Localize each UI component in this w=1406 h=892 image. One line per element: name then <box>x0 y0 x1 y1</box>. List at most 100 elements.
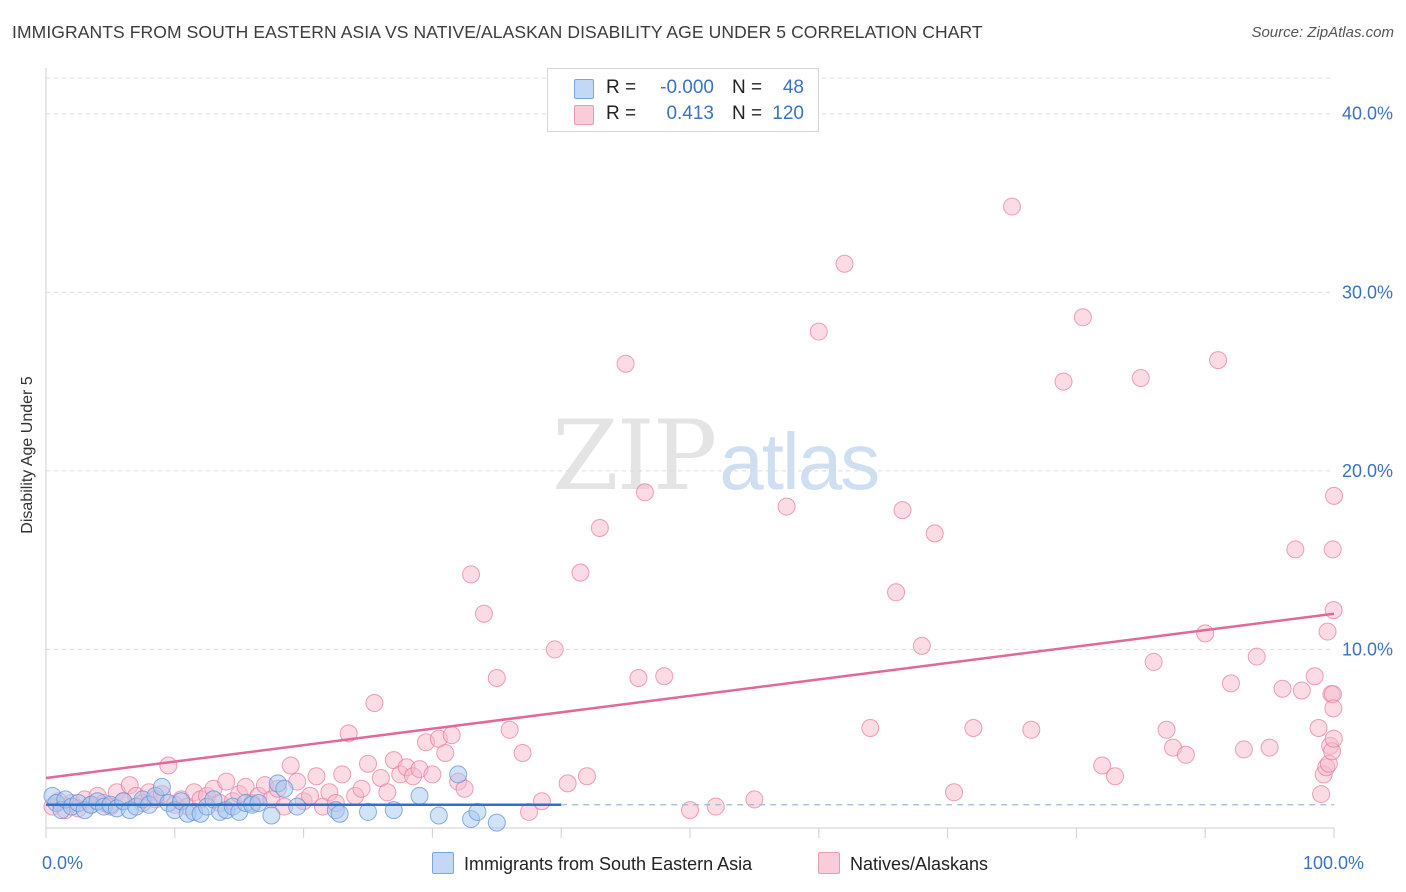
native-point <box>333 765 352 784</box>
legend-n-value: 48 <box>782 77 804 98</box>
native-point <box>635 483 654 502</box>
legend-item-natives: Natives/Alaskans <box>818 852 988 875</box>
immigrant-point <box>288 797 307 816</box>
legend-swatch-pink <box>818 852 840 874</box>
native-point <box>1324 601 1343 620</box>
native-point <box>474 604 493 623</box>
native-point <box>513 744 532 762</box>
native-point <box>558 774 577 793</box>
native-point <box>1054 372 1073 391</box>
native-point <box>442 726 461 745</box>
immigrant-point <box>249 794 268 812</box>
native-point <box>945 783 964 802</box>
native-point <box>1196 624 1215 643</box>
native-point <box>159 756 178 775</box>
correlation-legend: R = -0.000 N = 48 R = 0.413 N = 120 <box>547 68 819 132</box>
native-point <box>1093 756 1112 775</box>
native-point <box>487 669 506 687</box>
y-tick-label: 30.0% <box>1342 282 1393 302</box>
native-point <box>1273 679 1292 698</box>
native-point <box>1324 699 1343 718</box>
immigrant-point <box>429 806 448 825</box>
native-point <box>925 524 944 543</box>
native-point <box>964 719 983 737</box>
immigrant-point <box>330 804 349 823</box>
legend-label-natives: Natives/Alaskans <box>850 854 989 874</box>
native-point <box>1157 720 1176 739</box>
immigrant-point <box>487 813 506 832</box>
y-tick-label: 40.0% <box>1342 104 1393 124</box>
native-point <box>1144 652 1163 671</box>
source-label: Source: ZipAtlas.com <box>1251 24 1394 41</box>
legend-label-immigrants: Immigrants from South Eastern Asia <box>464 854 753 874</box>
native-point <box>861 719 880 737</box>
native-point <box>777 497 796 516</box>
y-tick-label: 20.0% <box>1342 461 1393 481</box>
native-point <box>745 790 764 809</box>
native-point <box>545 640 564 659</box>
native-point <box>281 756 300 775</box>
native-point <box>835 254 854 273</box>
immigrant-point <box>468 802 487 821</box>
native-point <box>1221 674 1240 693</box>
native-point <box>1022 720 1041 739</box>
native-point <box>500 720 519 739</box>
legend-swatch-blue <box>432 852 454 874</box>
y-tick-label: 10.0% <box>1342 639 1393 659</box>
native-point <box>1003 197 1021 216</box>
native-point <box>1318 622 1337 641</box>
chart-title: IMMIGRANTS FROM SOUTH EASTERN ASIA VS NA… <box>12 22 983 42</box>
native-point <box>1247 647 1266 666</box>
legend-swatch-pink <box>574 105 594 125</box>
native-point <box>1073 308 1092 327</box>
native-point <box>307 767 326 786</box>
native-point <box>1309 719 1328 737</box>
watermark: ZIPatlas <box>552 400 880 512</box>
immigrant-point <box>359 802 377 821</box>
native-point <box>681 801 699 820</box>
native-point <box>1325 486 1343 505</box>
legend-r-label: R = <box>606 77 637 98</box>
legend-row-natives: R = 0.413 N = 120 <box>548 101 818 127</box>
native-point <box>378 783 397 802</box>
x-tick-label: 100.0% <box>1303 853 1364 873</box>
native-point <box>462 565 481 584</box>
native-point <box>217 772 236 791</box>
native-point <box>1131 369 1150 387</box>
native-point <box>629 669 648 687</box>
native-point <box>1106 767 1125 786</box>
native-point <box>1209 351 1228 370</box>
native-point <box>706 797 725 816</box>
legend-row-immigrants: R = -0.000 N = 48 <box>548 75 818 101</box>
legend-r-label: R = <box>606 103 637 124</box>
native-point <box>616 354 635 373</box>
native-point <box>423 765 442 784</box>
native-point <box>1324 729 1343 748</box>
native-trendline <box>45 612 1335 780</box>
native-point <box>532 792 551 811</box>
native-point <box>590 519 609 537</box>
immigrant-point <box>262 806 281 825</box>
native-point <box>893 501 912 520</box>
native-point <box>1176 745 1195 764</box>
legend-swatch-blue <box>574 79 594 99</box>
immigrant-point <box>152 777 171 796</box>
native-point <box>912 636 931 655</box>
legend-n-value: 120 <box>772 103 804 124</box>
native-point <box>655 667 674 686</box>
native-point <box>571 563 590 582</box>
native-point <box>436 744 455 762</box>
legend-item-immigrants: Immigrants from South Eastern Asia <box>432 852 752 875</box>
immigrant-point <box>275 779 294 798</box>
native-point <box>1260 738 1279 757</box>
native-point <box>577 767 596 786</box>
legend-n-label: N = <box>732 103 763 124</box>
legend-n-label: N = <box>732 77 763 98</box>
native-point <box>1305 667 1324 686</box>
immigrant-point <box>449 765 468 784</box>
native-point <box>352 779 371 798</box>
native-point <box>809 322 828 341</box>
native-point <box>1312 785 1331 804</box>
native-point <box>887 583 906 602</box>
native-point <box>365 694 384 712</box>
